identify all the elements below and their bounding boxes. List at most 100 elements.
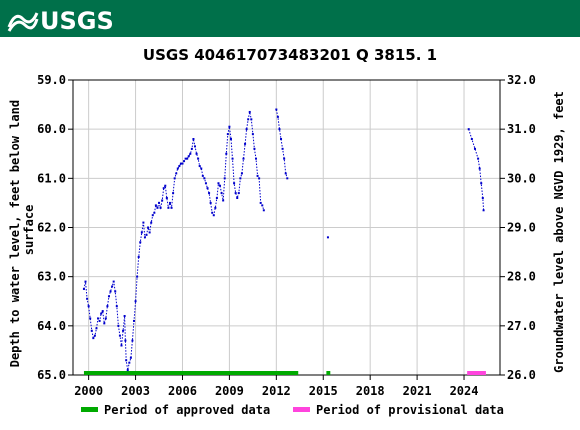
y-right-tick-label: 26.0 [507, 368, 536, 382]
data-point [187, 155, 190, 158]
data-point [148, 231, 151, 234]
data-point [90, 329, 93, 332]
y-left-tick-label: 65.0 [37, 368, 66, 382]
provisional-period-bar [467, 371, 486, 375]
data-point [151, 214, 154, 217]
data-point [123, 315, 126, 317]
data-point [244, 142, 247, 145]
data-point [117, 324, 120, 327]
data-point [326, 236, 329, 239]
data-point [150, 221, 153, 224]
y-right-tick-label: 32.0 [507, 73, 536, 87]
data-point [203, 177, 206, 180]
y-right-tick-label: 29.0 [507, 221, 536, 235]
legend-provisional-swatch [293, 407, 310, 412]
y-axis-left: 59.0 60.0 61.0 62.0 63.0 64.0 65.0 [37, 73, 73, 382]
chart-title: USGS 404617073483201 Q 3815. 1 [143, 46, 437, 64]
data-point [281, 147, 284, 150]
data-point [190, 147, 193, 150]
data-point [101, 310, 104, 313]
data-point [284, 172, 287, 175]
legend-approved-label: Period of approved data [104, 403, 270, 417]
data-point [231, 157, 234, 160]
y-left-tick-label: 63.0 [37, 270, 66, 284]
y-left-tick-label: 60.0 [37, 122, 66, 136]
data-point [164, 184, 167, 187]
usgs-logo-text: USGS [40, 7, 114, 35]
data-point [194, 145, 196, 148]
data-point [192, 138, 195, 140]
data-point [276, 115, 279, 118]
data-point [242, 157, 245, 160]
data-point [159, 206, 162, 209]
data-point [133, 319, 135, 322]
data-point [125, 359, 128, 362]
data-point [147, 226, 150, 229]
data-point [84, 280, 87, 283]
data-point [280, 138, 283, 140]
y-right-tick-label: 30.0 [507, 171, 536, 185]
data-point [178, 165, 181, 168]
data-point [172, 192, 175, 195]
data-point [183, 160, 186, 163]
data-point [98, 319, 101, 322]
usgs-logo-icon [7, 12, 39, 32]
data-point [225, 152, 228, 155]
y-axis-right: 26.0 27.0 28.0 29.0 30.0 31.0 32.0 [500, 73, 536, 382]
x-tick-label: 2012 [262, 384, 291, 398]
data-point [237, 192, 240, 195]
data-periods [83, 371, 486, 375]
data-point [477, 157, 480, 160]
data-point [120, 344, 123, 347]
legend-provisional-label: Period of provisional data [316, 403, 504, 417]
data-point [233, 182, 236, 185]
legend: Period of approved data Period of provis… [81, 403, 504, 417]
data-point [253, 147, 256, 150]
data-point [184, 157, 187, 160]
y-right-tick-label: 31.0 [507, 122, 536, 136]
data-point [124, 339, 127, 342]
x-tick-label: 2009 [215, 384, 244, 398]
data-point [97, 317, 100, 320]
data-point [220, 192, 223, 195]
data-point [261, 204, 264, 207]
data-point [239, 177, 242, 180]
usgs-brand-bar [0, 0, 580, 37]
data-point [278, 128, 281, 131]
approved-period-bar [326, 371, 331, 375]
data-point [470, 138, 473, 140]
data-point [153, 211, 156, 214]
data-point [211, 211, 214, 214]
data-point [482, 209, 485, 212]
data-point [92, 337, 95, 340]
data-point [136, 275, 139, 278]
y-left-tick-label: 61.0 [37, 171, 66, 185]
data-point [118, 334, 121, 337]
data-point [212, 214, 215, 217]
data-point [143, 236, 146, 239]
data-point [201, 174, 204, 177]
data-point [95, 327, 98, 330]
data-point [256, 174, 259, 177]
y-right-tick-label: 28.0 [507, 270, 536, 284]
y-axis-right-label: Groundwater level above NGVD 1929, feet [552, 91, 566, 373]
data-point [86, 297, 89, 300]
data-point [104, 317, 107, 320]
data-point [208, 192, 211, 195]
x-tick-label: 2006 [168, 384, 197, 398]
y-left-tick-label: 62.0 [37, 221, 66, 235]
data-point [215, 197, 218, 199]
data-point [142, 221, 145, 224]
data-point [186, 157, 189, 160]
data-point [107, 295, 110, 298]
data-point [480, 182, 483, 185]
x-tick-label: 2000 [74, 384, 103, 398]
data-point [217, 182, 220, 185]
data-point [176, 167, 179, 170]
data-point [195, 152, 198, 155]
data-point [154, 204, 157, 207]
data-point [126, 369, 129, 372]
data-point [222, 199, 225, 202]
data-point [206, 187, 209, 190]
